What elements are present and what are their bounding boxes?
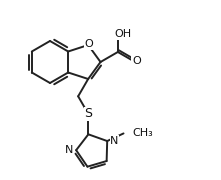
Text: OH: OH bbox=[114, 29, 131, 39]
Text: S: S bbox=[84, 107, 92, 120]
Text: O: O bbox=[85, 39, 93, 49]
Text: N: N bbox=[65, 145, 73, 155]
Text: O: O bbox=[132, 56, 141, 66]
Text: N: N bbox=[110, 136, 119, 146]
Text: CH₃: CH₃ bbox=[133, 128, 153, 138]
